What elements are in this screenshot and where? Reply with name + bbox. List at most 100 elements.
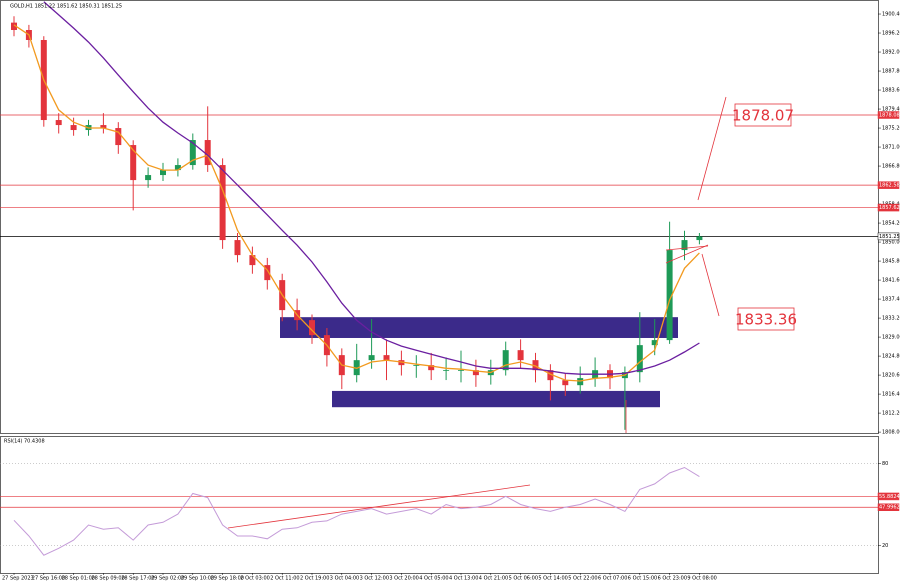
trend-arrow: [697, 96, 727, 201]
x-tick-label: 29 Sep 18:00: [211, 576, 244, 582]
x-tick-label: 4 Oct 05:00: [419, 576, 448, 582]
y-tick-label: 1879.40: [882, 107, 900, 113]
candle-body: [547, 370, 554, 381]
y-tick-label: 1845.80: [882, 259, 900, 265]
candle-body: [562, 380, 569, 386]
candle-body: [130, 145, 137, 181]
candle-body: [383, 355, 390, 361]
y-tick-label: 1871.00: [882, 145, 900, 151]
rsi-panel: [0, 436, 879, 574]
level-tag: [877, 181, 900, 189]
candle-body: [11, 22, 17, 30]
candle-body: [443, 370, 450, 371]
channel-line: [665, 245, 709, 251]
candle-body: [100, 125, 107, 129]
candle-body: [636, 345, 643, 373]
candle-body: [309, 320, 315, 336]
x-tick-label: 3 Oct 12:00: [360, 576, 389, 582]
y-tick-label: 1896.20: [882, 31, 900, 37]
price-panel: [0, 0, 879, 434]
candle-body: [517, 350, 524, 361]
candle-body: [666, 250, 673, 341]
x-tick-label: 29 Sep 02:00: [151, 576, 184, 582]
level-label: 1878.08: [879, 113, 900, 119]
x-tick-label: 5 Oct 06:00: [509, 576, 538, 582]
y-tick-label: 1808.00: [882, 430, 900, 436]
y-tick-label: 1900.40: [882, 12, 900, 18]
candle-body: [428, 365, 435, 371]
candle-body: [264, 265, 271, 281]
x-tick-label: 2 Oct 03:00: [240, 576, 269, 582]
x-tick-label: 27 Sep 16:00: [32, 576, 65, 582]
x-tick-label: 2 Oct 11:00: [270, 576, 299, 582]
x-tick-label: 6 Oct 15:00: [628, 576, 657, 582]
x-tick-label: 9 Oct 08:00: [687, 576, 716, 582]
candle-body: [145, 175, 152, 181]
y-tick-label: 1820.60: [882, 373, 900, 379]
y-tick-label: 80: [882, 461, 888, 467]
x-tick-label: 5 Oct 22:00: [568, 576, 597, 582]
x-tick-label: 4 Oct 13:00: [449, 576, 478, 582]
annotation-box: [734, 103, 792, 127]
candle-body: [189, 140, 196, 166]
rsi-trendline: [227, 484, 531, 529]
y-tick-label: 1854.20: [882, 221, 900, 227]
trend-arrow: [701, 253, 720, 317]
level-tag: [877, 203, 900, 212]
level-tag: [877, 232, 900, 241]
y-tick-label: 1812.20: [882, 411, 900, 417]
candle-body: [70, 125, 77, 131]
level-tag: [877, 492, 900, 501]
y-tick-label: 1866.80: [882, 164, 900, 170]
rsi-line: [13, 466, 700, 556]
y-tick-label: 1816.40: [882, 392, 900, 398]
candle-body: [368, 355, 375, 361]
candle-body: [458, 370, 464, 371]
x-tick-label: 3 Oct 20:00: [389, 576, 418, 582]
x-tick-label: 28 Sep 01:00: [62, 576, 95, 582]
y-tick-label: 1829.00: [882, 335, 900, 341]
x-tick-label: 27 Sep 2023: [2, 576, 34, 582]
rsi-title: RSI(14) 70.4308: [4, 439, 45, 445]
x-tick-label: 6 Oct 07:00: [598, 576, 627, 582]
x-tick-label: 5 Oct 14:00: [538, 576, 567, 582]
y-tick-label: 1892.00: [882, 50, 900, 56]
y-tick-label: 1850.00: [882, 240, 900, 246]
candle-body: [55, 120, 62, 126]
y-tick-label: 1883.60: [882, 88, 900, 94]
y-tick-label: 1875.20: [882, 126, 900, 132]
candle-body: [696, 236, 703, 241]
y-tick-label: 1887.80: [882, 69, 900, 75]
candle-body: [413, 365, 420, 366]
zone: [332, 390, 660, 408]
x-tick-label: 28 Sep 09:00: [91, 576, 124, 582]
candle-body: [204, 140, 211, 166]
annotation-box: [737, 307, 795, 331]
annotation: 1833.36: [735, 311, 797, 329]
level-label: 1857.62: [879, 205, 900, 211]
level-tag: [877, 503, 900, 511]
level-label: 1851.25: [879, 234, 900, 240]
level-label: 47.9962: [879, 505, 900, 511]
candle-body: [160, 170, 166, 176]
moving-average: [13, 24, 700, 382]
candle-body: [472, 370, 479, 376]
level-tag: [877, 111, 900, 119]
candle-body: [234, 240, 241, 256]
y-tick-label: 1841.60: [882, 278, 900, 284]
zone: [280, 317, 678, 338]
candle-body: [115, 128, 122, 146]
candle-body: [219, 165, 226, 241]
y-tick-label: 1824.80: [882, 354, 900, 360]
x-tick-label: 29 Sep 10:00: [181, 576, 214, 582]
candle-body: [502, 350, 509, 371]
chart-title: GOLD,H1 1851.22 1851.62 1850.31 1851.25: [10, 4, 122, 10]
y-tick-label: 1837.40: [882, 297, 900, 303]
level-label: 55.8824: [879, 494, 900, 500]
y-tick-label: 1833.20: [882, 316, 900, 322]
candle-body: [249, 255, 256, 266]
x-tick-label: 4 Oct 21:00: [479, 576, 508, 582]
candle-body: [681, 240, 688, 251]
